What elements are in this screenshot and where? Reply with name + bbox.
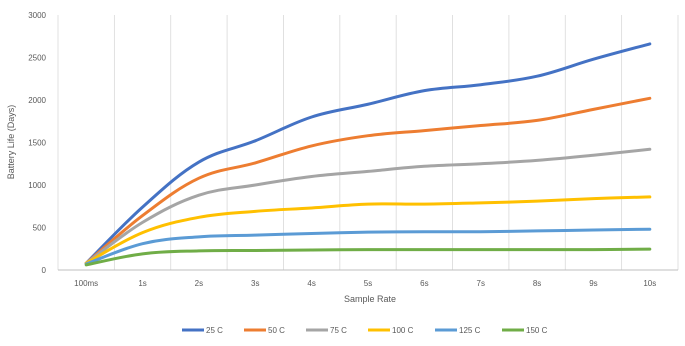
series-lines [84,42,652,267]
x-tick-label: 6s [420,279,428,288]
legend: 25 C 50 C 75 C 100 C 125 C 150 C [182,326,548,335]
x-tick-label: 2s [195,279,203,288]
y-tick-label: 2000 [28,96,46,105]
tick-labels: 0 500 1000 1500 2000 2500 3000 100ms 1s 2s 3s 4s 5s 6… [28,11,656,288]
x-tick-label: 4s [307,279,315,288]
y-tick-label: 1500 [28,139,46,148]
x-tick-label: 5s [364,279,372,288]
x-axis-title: Sample Rate [344,294,396,304]
legend-label: 25 C [206,326,223,335]
legend-label: 50 C [268,326,285,335]
x-tick-label: 1s [138,279,146,288]
legend-label: 125 C [459,326,481,335]
y-tick-label: 0 [42,266,47,275]
gridlines [57,15,679,270]
x-tick-label: 9s [589,279,597,288]
legend-label: 150 C [526,326,548,335]
x-tick-label: 7s [477,279,485,288]
series-line [84,42,652,265]
series-line [84,147,652,265]
x-tick-label: 100ms [74,279,98,288]
x-tick-label: 10s [643,279,656,288]
legend-label: 100 C [392,326,414,335]
series-line [84,247,652,267]
y-tick-label: 3000 [28,11,46,20]
y-tick-label: 2500 [28,54,46,63]
y-tick-label: 500 [33,224,47,233]
series-line [84,195,652,265]
series-line [84,96,652,265]
y-axis-title: Battery Life (Days) [6,105,16,180]
legend-label: 75 C [330,326,347,335]
y-tick-label: 1000 [28,181,46,190]
x-tick-label: 8s [533,279,541,288]
series-line [84,227,652,266]
x-tick-label: 3s [251,279,259,288]
